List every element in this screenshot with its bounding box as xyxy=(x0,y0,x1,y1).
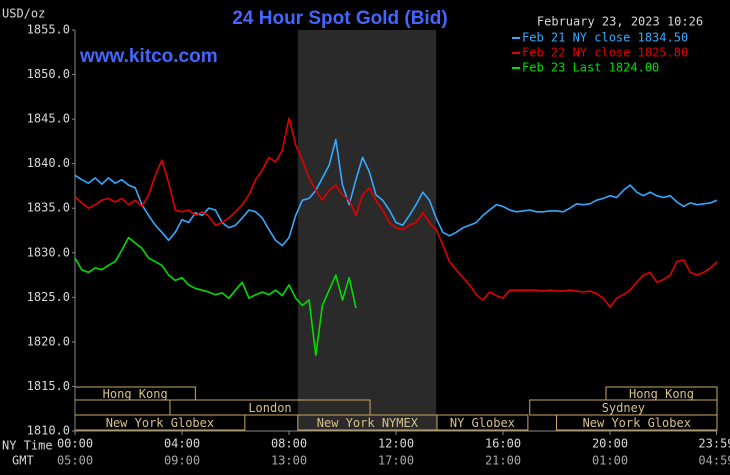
legend-label: Feb 23 Last 1824.00 xyxy=(522,61,659,75)
session-label: Hong Kong xyxy=(629,387,694,401)
legend-label: Feb 21 NY close 1834.50 xyxy=(522,31,688,45)
x-tick-label: 08:00 xyxy=(271,437,307,451)
y-tick-label: 1830.0 xyxy=(27,245,70,259)
series-line xyxy=(74,117,718,308)
x2-axis-label: GMT xyxy=(12,454,34,468)
y-tick-label: 1845.0 xyxy=(27,112,70,126)
x2-tick-label: 01:00 xyxy=(592,454,628,468)
x-tick-label: 04:00 xyxy=(164,437,200,451)
x2-tick-label: 09:00 xyxy=(164,454,200,468)
y-tick-label: 1855.0 xyxy=(27,23,70,37)
series-line xyxy=(74,138,718,247)
session-box xyxy=(169,399,371,416)
session-label: London xyxy=(248,401,291,415)
x-tick-label: 00:00 xyxy=(57,437,93,451)
timestamp: February 23, 2023 10:26 xyxy=(537,15,703,29)
y-tick-label: 1820.0 xyxy=(27,334,70,348)
y-tick-label: 1840.0 xyxy=(27,156,70,170)
x2-tick-label: 05:00 xyxy=(57,454,93,468)
x2-tick-label: 21:00 xyxy=(485,454,521,468)
series-line xyxy=(74,236,357,357)
x-tick-label: 23:59 xyxy=(698,437,730,451)
chart-title: 24 Hour Spot Gold (Bid) xyxy=(232,8,447,29)
session-label: Hong Kong xyxy=(103,387,168,401)
watermark: www.kitco.com xyxy=(79,46,218,67)
y-tick-label: 1815.0 xyxy=(27,379,70,393)
session-box xyxy=(436,414,529,431)
x2-tick-label: 04:59 xyxy=(698,454,730,468)
session-label: Sydney xyxy=(602,401,645,415)
x-axis-label: NY Time xyxy=(2,439,53,453)
y-tick-label: 1825.0 xyxy=(27,290,70,304)
x2-tick-label: 17:00 xyxy=(378,454,414,468)
x-tick-label: 12:00 xyxy=(378,437,414,451)
y-tick-label: 1810.0 xyxy=(27,424,70,438)
x-tick-label: 16:00 xyxy=(485,437,521,451)
legend-label: Feb 22 NY close 1825.80 xyxy=(522,46,688,60)
x2-tick-label: 13:00 xyxy=(271,454,307,468)
session-label: New York Globex xyxy=(583,416,691,430)
session-box xyxy=(556,414,718,431)
y-tick-label: 1850.0 xyxy=(27,67,70,81)
session-label: New York Globex xyxy=(106,416,214,430)
x-tick-label: 20:00 xyxy=(592,437,628,451)
session-label: New York NYMEX xyxy=(317,416,419,430)
y-tick-label: 1835.0 xyxy=(27,201,70,215)
shaded-period xyxy=(297,30,437,431)
y-axis-label: USD/oz xyxy=(2,7,45,21)
session-label: NY Globex xyxy=(450,416,515,430)
plot-underlay xyxy=(72,29,718,435)
